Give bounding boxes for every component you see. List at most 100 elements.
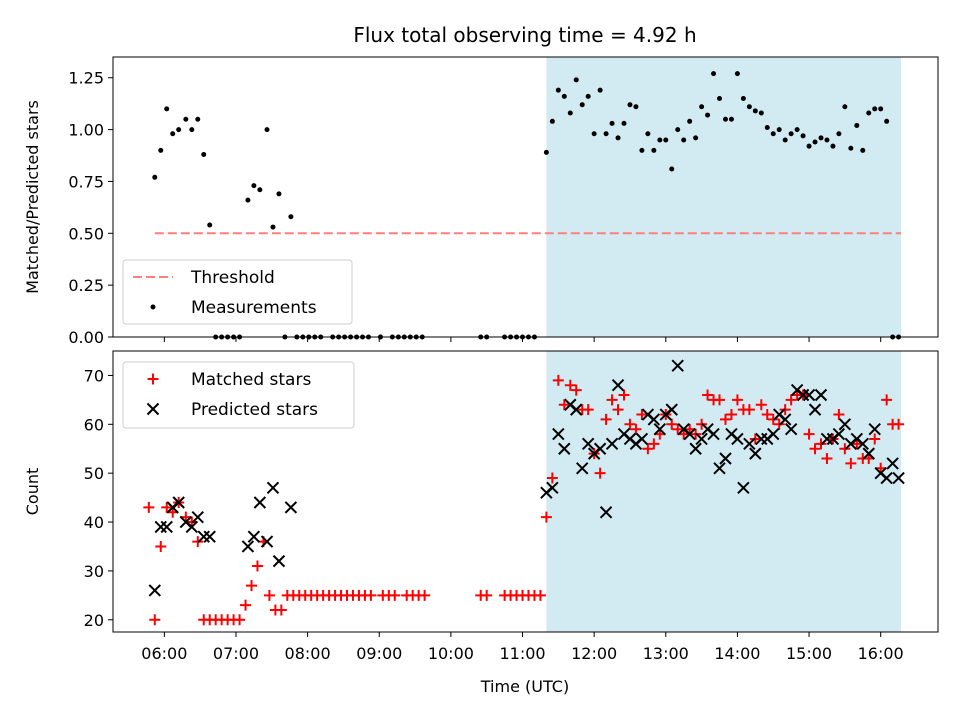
predicted-star-point: [284, 501, 298, 514]
legend-label: Measurements: [191, 298, 317, 318]
measurement-point: [657, 137, 663, 143]
x-tick-label: 08:00: [285, 644, 331, 663]
matched-star-point: [540, 511, 552, 523]
matched-star-point: [558, 399, 570, 411]
matched-star-point: [245, 580, 257, 592]
matched-star-point: [389, 589, 401, 601]
measurement-point: [758, 110, 764, 116]
measurement-point: [195, 116, 201, 122]
x-tick-label: 10:00: [428, 644, 474, 663]
predicted-star-point: [737, 481, 750, 495]
y-tick-label: 60: [84, 415, 104, 434]
measurement-point: [681, 137, 687, 143]
measurement-point: [687, 118, 693, 124]
measurement-point: [543, 149, 549, 155]
x-tick-label: 11:00: [499, 644, 545, 663]
measurement-point: [183, 116, 189, 122]
predicted-star-point: [719, 452, 732, 465]
matched-star-point: [725, 409, 737, 421]
measurement-point: [257, 187, 263, 193]
measurement-point: [663, 137, 669, 143]
measurement-point: [770, 131, 776, 137]
matched-star-point: [546, 472, 558, 484]
measurement-point: [585, 93, 591, 99]
predicted-star-point: [253, 496, 267, 509]
y-tick-label: 1.25: [68, 69, 104, 88]
measurement-point: [207, 222, 213, 228]
measurement-point: [579, 102, 585, 108]
matched-star-point: [869, 433, 881, 445]
predicted-star-point: [713, 462, 726, 475]
matched-star-point: [845, 457, 857, 469]
legend-measurement-swatch: [150, 304, 156, 310]
matched-star-point: [570, 384, 582, 396]
measurement-point: [201, 151, 207, 157]
matched-star-point: [672, 423, 684, 435]
predicted-star-point: [665, 403, 678, 416]
matched-star-point: [612, 404, 624, 416]
matched-star-point: [552, 374, 564, 386]
matched-star-point: [624, 418, 636, 430]
predicted-star-point: [154, 520, 167, 534]
predicted-star-point: [185, 520, 199, 534]
matched-star-point: [743, 404, 755, 416]
predicted-star-point: [266, 481, 280, 495]
legend-predicted-swatch: [146, 402, 160, 416]
measurement-point: [782, 137, 788, 143]
x-tick-label: 16:00: [858, 644, 904, 663]
x-tick-label: 13:00: [643, 644, 689, 663]
legend-label: Threshold: [190, 268, 275, 288]
matched-star-point: [275, 604, 287, 616]
predicted-star-point: [241, 540, 255, 553]
measurement-point: [812, 139, 818, 145]
measurement-point: [561, 93, 567, 99]
matched-star-point: [234, 614, 246, 626]
matched-star-point: [893, 418, 905, 430]
measurement-point: [878, 106, 884, 112]
y-tick-label: 0.50: [68, 224, 104, 243]
y-tick-label: 20: [84, 611, 104, 630]
predicted-star-point: [832, 427, 846, 441]
predicted-star-point: [653, 422, 667, 436]
predicted-star-point: [172, 496, 185, 509]
matched-star-point: [821, 453, 833, 465]
measurement-point: [651, 147, 657, 153]
measurement-point: [633, 104, 639, 110]
matched-star-point: [582, 404, 594, 416]
matched-star-point: [636, 409, 648, 421]
predicted-star-point: [814, 388, 828, 402]
measurement-point: [842, 104, 848, 110]
x-tick-label: 07:00: [213, 644, 259, 663]
measurement-point: [639, 147, 645, 153]
measurement-point: [615, 135, 621, 141]
measurement-point: [818, 135, 824, 141]
measurement-point: [176, 127, 182, 133]
predicted-star-point: [611, 379, 625, 392]
measurement-point: [251, 183, 257, 189]
measurement-point: [717, 95, 723, 101]
predicted-star-point: [695, 432, 708, 446]
predicted-star-point: [581, 437, 595, 451]
legend-box: [122, 259, 353, 325]
measurement-point: [746, 104, 752, 110]
measurement-point: [675, 127, 681, 133]
matched-star-point: [618, 389, 630, 401]
matched-star-point: [365, 589, 377, 601]
matched-star-point: [648, 438, 660, 450]
matched-star-point: [251, 560, 263, 572]
predicted-star-point: [862, 447, 875, 460]
y-axis-label: Count: [23, 468, 42, 516]
predicted-star-point: [856, 437, 869, 451]
x-tick-label: 12:00: [571, 644, 617, 663]
matched-star-point: [785, 394, 797, 406]
predicted-star-point: [272, 554, 286, 568]
matched-star-point: [481, 589, 493, 601]
measurement-point: [788, 131, 794, 137]
matched-star-point: [833, 409, 845, 421]
measurement-point: [627, 102, 633, 108]
matched-star-point: [731, 394, 743, 406]
y-tick-label: 30: [84, 562, 104, 581]
measurement-point: [693, 135, 699, 141]
matched-star-point: [594, 467, 606, 479]
predicted-star-point: [778, 413, 792, 426]
